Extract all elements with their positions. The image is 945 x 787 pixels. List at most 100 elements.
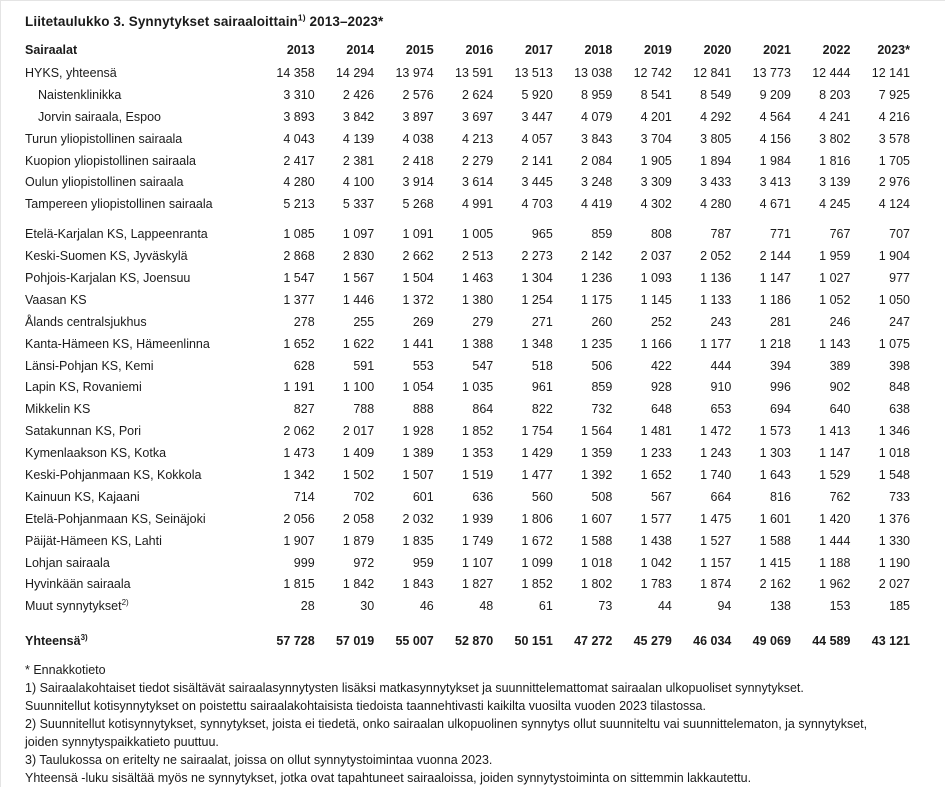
table-row: Kuopion yliopistollinen sairaala 2 417 2 3… xyxy=(25,150,910,172)
value-cell: 4 564 xyxy=(759,109,791,124)
value-cell: 1 190 xyxy=(878,555,910,570)
table-row: Vaasan KS 1 377 1 446 1 372 1 380 1 254 1 175 1… xyxy=(25,289,910,311)
value-cell: 4 124 xyxy=(878,197,910,212)
value-cell: 4 280 xyxy=(700,197,732,212)
value-cell: 1 564 xyxy=(581,424,613,439)
value-cell: 12 742 xyxy=(633,65,672,80)
value-cell: 1 304 xyxy=(521,270,553,285)
value-cell: 247 xyxy=(889,314,910,329)
value-cell: 591 xyxy=(353,358,375,373)
value-cell: 1 376 xyxy=(878,511,910,526)
value-cell: 959 xyxy=(412,555,434,570)
value-cell: 1 905 xyxy=(640,153,672,168)
hospital-name: Mikkelin KS xyxy=(25,402,91,417)
spacer-row xyxy=(25,215,910,223)
value-cell: 44 589 xyxy=(812,634,851,649)
value-cell: 1 359 xyxy=(581,446,613,461)
value-cell: 4 703 xyxy=(521,197,553,212)
value-cell: 5 268 xyxy=(402,197,434,212)
value-cell: 1 705 xyxy=(878,153,910,168)
table-row: Oulun yliopistollinen sairaala 4 280 4 100… xyxy=(25,171,910,193)
value-cell: 1 441 xyxy=(402,336,434,351)
value-cell: 14 294 xyxy=(335,65,375,80)
value-cell: 48 xyxy=(479,599,494,614)
value-cell: 567 xyxy=(650,489,672,504)
value-cell: 3 614 xyxy=(461,175,494,190)
value-cell: 7 925 xyxy=(878,87,910,102)
hospital-name: Kanta-Hämeen KS, Hämeenlinna xyxy=(25,336,210,351)
table-row: Yhteensä3) 57 728 57 019 55 007 52 870 50 151… xyxy=(25,630,910,652)
value-cell: 4 100 xyxy=(342,175,375,190)
table-header-row: Sairaalat 2013 2014 2015 2016 2017 2018 2019 20… xyxy=(25,38,910,62)
value-cell: 848 xyxy=(889,380,910,395)
value-cell: 138 xyxy=(770,599,791,614)
footnote-marker: 3) xyxy=(80,633,88,643)
value-cell: 255 xyxy=(353,314,375,329)
value-cell: 28 xyxy=(300,599,315,614)
value-cell: 2 058 xyxy=(342,511,375,526)
hospital-name: Etelä-Pohjanmaan KS, Seinäjoki xyxy=(25,511,206,526)
value-cell: 45 279 xyxy=(633,634,672,649)
value-cell: 518 xyxy=(531,358,553,373)
column-header-year: 2021 xyxy=(763,43,791,57)
value-cell: 902 xyxy=(829,380,851,395)
value-cell: 30 xyxy=(360,599,375,614)
column-header-year: 2020 xyxy=(703,43,732,57)
value-cell: 1 842 xyxy=(342,577,375,592)
table-row: Keski-Pohjanmaan KS, Kokkola 1 342 1 502 1 … xyxy=(25,464,910,486)
value-cell: 94 xyxy=(717,599,732,614)
value-cell: 640 xyxy=(829,402,851,417)
value-cell: 553 xyxy=(412,358,434,373)
hospital-name: Kainuun KS, Kajaani xyxy=(25,489,140,504)
hospital-name: Etelä-Karjalan KS, Lappeenranta xyxy=(25,227,208,242)
value-cell: 422 xyxy=(650,358,672,373)
value-cell: 601 xyxy=(412,489,434,504)
value-cell: 394 xyxy=(770,358,791,373)
hospital-name: Keski-Pohjanmaan KS, Kokkola xyxy=(25,467,202,482)
value-cell: 1 588 xyxy=(581,533,613,548)
value-cell: 55 007 xyxy=(395,634,434,649)
value-cell: 1 481 xyxy=(640,424,672,439)
table-row: Naistenklinikka 3 310 2 426 2 576 2 624 5 920… xyxy=(25,84,910,106)
table-title-year-range: 2013–2023* xyxy=(305,14,384,29)
value-cell: 910 xyxy=(710,380,732,395)
value-cell: 1 527 xyxy=(700,533,732,548)
value-cell: 771 xyxy=(770,227,791,242)
value-cell: 389 xyxy=(829,358,851,373)
value-cell: 1 816 xyxy=(819,153,851,168)
value-cell: 1 018 xyxy=(878,446,910,461)
value-cell: 4 245 xyxy=(819,197,851,212)
footnote-line: * Ennakkotieto xyxy=(25,663,106,678)
value-cell: 1 330 xyxy=(878,533,910,548)
value-cell: 1 939 xyxy=(461,511,494,526)
spacer-row xyxy=(25,617,910,630)
value-cell: 1 806 xyxy=(521,511,553,526)
value-cell: 636 xyxy=(472,489,494,504)
table-row: Kymenlaakson KS, Kotka 1 473 1 409 1 389 1 3… xyxy=(25,442,910,464)
column-header-year: 2023* xyxy=(877,43,910,57)
value-cell: 1 243 xyxy=(700,446,732,461)
value-cell: 1 754 xyxy=(521,424,553,439)
value-cell: 827 xyxy=(293,402,315,417)
hospital-name: HYKS, yhteensä xyxy=(25,65,117,80)
births-by-hospital-table: Sairaalat 2013 2014 2015 2016 2017 2018 2019 20… xyxy=(25,38,910,652)
value-cell: 4 038 xyxy=(402,131,434,146)
value-cell: 52 870 xyxy=(455,634,494,649)
column-header-year: 2014 xyxy=(346,43,375,57)
value-cell: 1 143 xyxy=(819,336,851,351)
value-cell: 628 xyxy=(293,358,315,373)
value-cell: 1 472 xyxy=(700,424,732,439)
value-cell: 1 573 xyxy=(759,424,791,439)
value-cell: 859 xyxy=(591,227,613,242)
hospital-name: Lohjan sairaala xyxy=(25,555,110,570)
value-cell: 1 413 xyxy=(819,424,851,439)
value-cell: 2 417 xyxy=(283,153,315,168)
table-row: Kanta-Hämeen KS, Hämeenlinna 1 652 1 622 1 … xyxy=(25,333,910,355)
value-cell: 2 279 xyxy=(461,153,494,168)
value-cell: 2 141 xyxy=(521,153,553,168)
value-cell: 1 529 xyxy=(819,467,851,482)
value-cell: 2 056 xyxy=(283,511,315,526)
value-cell: 1 254 xyxy=(521,292,553,307)
value-cell: 8 541 xyxy=(640,87,672,102)
value-cell: 1 438 xyxy=(640,533,672,548)
